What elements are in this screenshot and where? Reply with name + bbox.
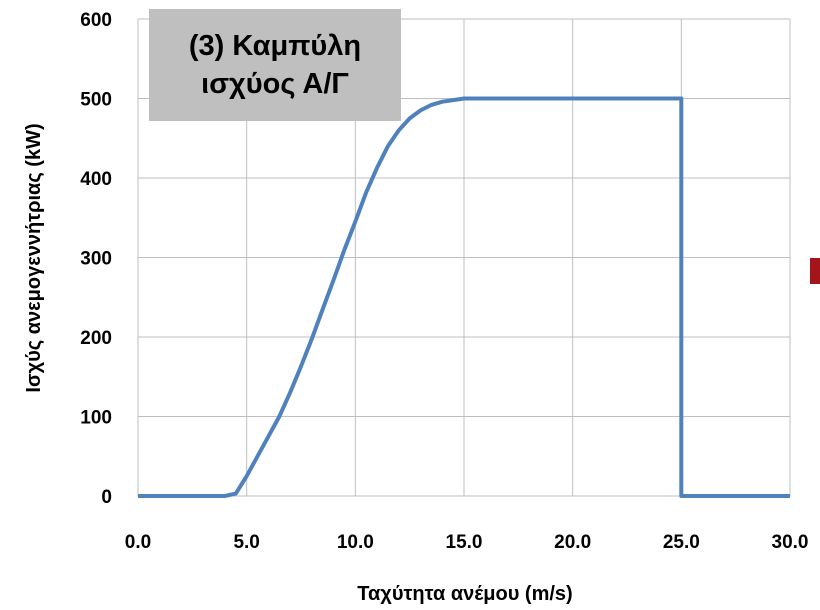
y-tick-label: 0 <box>101 487 112 508</box>
chart-title-box: (3) Καμπύλη ισχύος Α/Γ <box>149 9 401 121</box>
y-tick-labels: 0 100 200 300 400 500 600 <box>80 10 112 508</box>
y-tick-label: 400 <box>80 169 112 190</box>
edge-marker <box>810 258 820 284</box>
x-tick-label: 15.0 <box>446 532 483 553</box>
x-tick-label: 20.0 <box>554 532 591 553</box>
x-tick-label: 30.0 <box>772 532 809 553</box>
x-tick-label: 25.0 <box>663 532 700 553</box>
y-axis-title: Ισχύς ανεμογεννήτριας (kW) <box>23 123 45 392</box>
y-tick-label: 300 <box>80 249 112 270</box>
x-axis-title: Ταχύτητα ανέμου (m/s) <box>357 583 572 605</box>
power-curve-line <box>138 96 790 498</box>
chart-title-line-1: (3) Καμπύλη <box>188 30 362 62</box>
x-tick-label: 5.0 <box>233 532 259 553</box>
y-tick-label: 100 <box>80 408 112 429</box>
y-tick-label: 500 <box>80 90 112 111</box>
chart-title-line-2: ισχύος Α/Γ <box>201 68 349 100</box>
x-tick-labels: 0.0 5.0 10.0 15.0 20.0 25.0 30.0 <box>125 532 809 553</box>
y-tick-label: 600 <box>80 10 112 31</box>
x-tick-label: 0.0 <box>125 532 151 553</box>
y-tick-label: 200 <box>80 328 112 349</box>
x-tick-label: 10.0 <box>337 532 374 553</box>
